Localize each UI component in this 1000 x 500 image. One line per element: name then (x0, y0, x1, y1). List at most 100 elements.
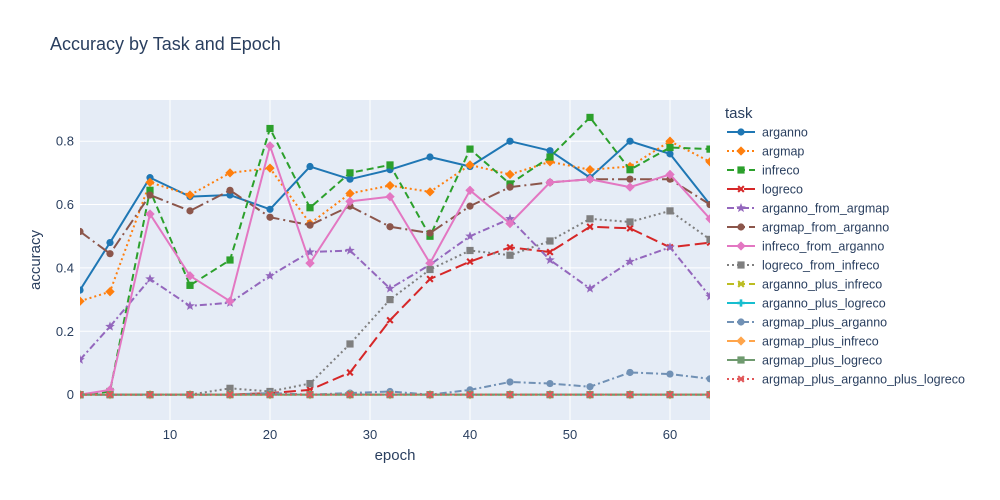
chart-title: Accuracy by Task and Epoch (50, 34, 281, 54)
legend-label: arganno_plus_infreco (762, 278, 882, 292)
data-point (626, 218, 634, 226)
data-point (425, 258, 435, 268)
legend-item-argmap_plus_arganno_plus_logreco[interactable]: argmap_plus_arganno_plus_logreco (727, 373, 965, 387)
data-point (626, 137, 634, 145)
data-point (585, 165, 595, 175)
legend-item-arganno[interactable]: arganno (727, 126, 808, 140)
data-point (466, 246, 474, 255)
data-point (225, 168, 235, 178)
data-point (666, 207, 674, 215)
data-point (665, 242, 675, 252)
legend-item-argmap_plus_logreco[interactable]: argmap_plus_logreco (727, 354, 882, 368)
data-point (426, 275, 434, 283)
data-point (106, 238, 114, 247)
data-point (146, 391, 154, 399)
data-point (706, 391, 710, 399)
data-point (706, 145, 710, 153)
data-point (705, 214, 710, 224)
data-point (346, 175, 354, 183)
data-point (705, 157, 710, 167)
legend-label: argmap_plus_arganno (762, 316, 887, 330)
data-point (546, 379, 554, 388)
data-point (586, 383, 594, 391)
legend-item-argmap[interactable]: argmap (727, 145, 804, 159)
legend-item-logreco[interactable]: logreco (727, 183, 803, 197)
data-point (106, 391, 114, 399)
data-point (585, 283, 595, 293)
data-point (585, 174, 595, 184)
legend-swatch-marker (736, 202, 746, 213)
data-point (186, 281, 194, 289)
legend-swatch-marker (737, 166, 745, 174)
data-point (666, 391, 674, 399)
data-point (386, 296, 394, 304)
legend-item-arganno_plus_logreco[interactable]: arganno_plus_logreco (727, 297, 886, 311)
data-point (666, 143, 674, 152)
legend-item-infreco_from_arganno[interactable]: infreco_from_arganno (727, 240, 884, 254)
legend-label: argmap (762, 145, 804, 159)
data-point (346, 391, 354, 399)
data-point (185, 190, 195, 200)
legend-label: logreco (762, 183, 803, 197)
y-axis-title: accuracy (27, 229, 44, 290)
legend-swatch-marker (736, 146, 746, 156)
series-argmap_from_arganno (80, 175, 710, 258)
data-point (346, 340, 354, 348)
data-point (265, 141, 275, 151)
data-point (306, 162, 314, 171)
data-point (465, 231, 475, 241)
legend-item-argmap_from_arganno[interactable]: argmap_from_arganno (727, 221, 889, 235)
data-point (625, 182, 635, 192)
data-point (546, 147, 554, 155)
data-point (505, 213, 515, 223)
series-arganno_from_argmap (80, 213, 710, 364)
legend-swatch-marker (737, 261, 745, 269)
data-point (465, 185, 475, 195)
data-point (306, 391, 314, 399)
legend-item-argmap_plus_infreco[interactable]: argmap_plus_infreco (727, 335, 879, 349)
data-point (145, 177, 155, 188)
legend[interactable]: arganno argmap infreco logreco arganno_from_… (727, 126, 965, 387)
series-layer (80, 113, 710, 400)
data-point (545, 177, 555, 188)
data-point (306, 204, 314, 212)
data-point (426, 229, 434, 237)
x-tick-label: 40 (463, 427, 477, 442)
data-point (586, 215, 594, 223)
data-point (665, 136, 675, 146)
data-point (146, 186, 154, 194)
data-point (665, 169, 675, 180)
data-point (226, 384, 234, 392)
x-axis-ticks: 10 20 30 40 50 60 (163, 427, 677, 442)
data-point (586, 113, 594, 122)
data-point (105, 321, 115, 331)
legend-item-arganno_from_argmap[interactable]: arganno_from_argmap (727, 202, 889, 216)
data-point (466, 202, 474, 210)
data-point (505, 169, 515, 180)
x-tick-label: 50 (563, 427, 577, 442)
legend-swatch-marker (737, 223, 745, 231)
legend-label: argmap_plus_logreco (762, 354, 882, 368)
legend-title: task (725, 105, 753, 122)
legend-item-arganno_plus_infreco[interactable]: arganno_plus_infreco (727, 278, 882, 292)
data-point (705, 291, 710, 301)
series-argmap_plus_arganno_plus_logreco (80, 391, 710, 399)
data-point (666, 370, 674, 378)
data-point (266, 205, 274, 213)
data-point (426, 391, 434, 399)
data-point (80, 391, 84, 399)
data-point (666, 150, 674, 158)
legend-item-logreco_from_infreco[interactable]: logreco_from_infreco (727, 259, 879, 273)
data-point (146, 174, 154, 182)
data-point (506, 251, 514, 259)
data-point (80, 354, 85, 364)
data-point (466, 145, 474, 153)
data-point (385, 283, 395, 293)
legend-label: argmap_plus_arganno_plus_logreco (762, 373, 965, 387)
legend-item-argmap_plus_arganno[interactable]: argmap_plus_arganno (727, 316, 887, 330)
legend-label: argmap_plus_infreco (762, 335, 879, 349)
legend-item-infreco[interactable]: infreco (727, 164, 800, 178)
legend-swatch-marker (737, 280, 745, 288)
data-point (706, 375, 710, 383)
data-point (506, 137, 514, 145)
